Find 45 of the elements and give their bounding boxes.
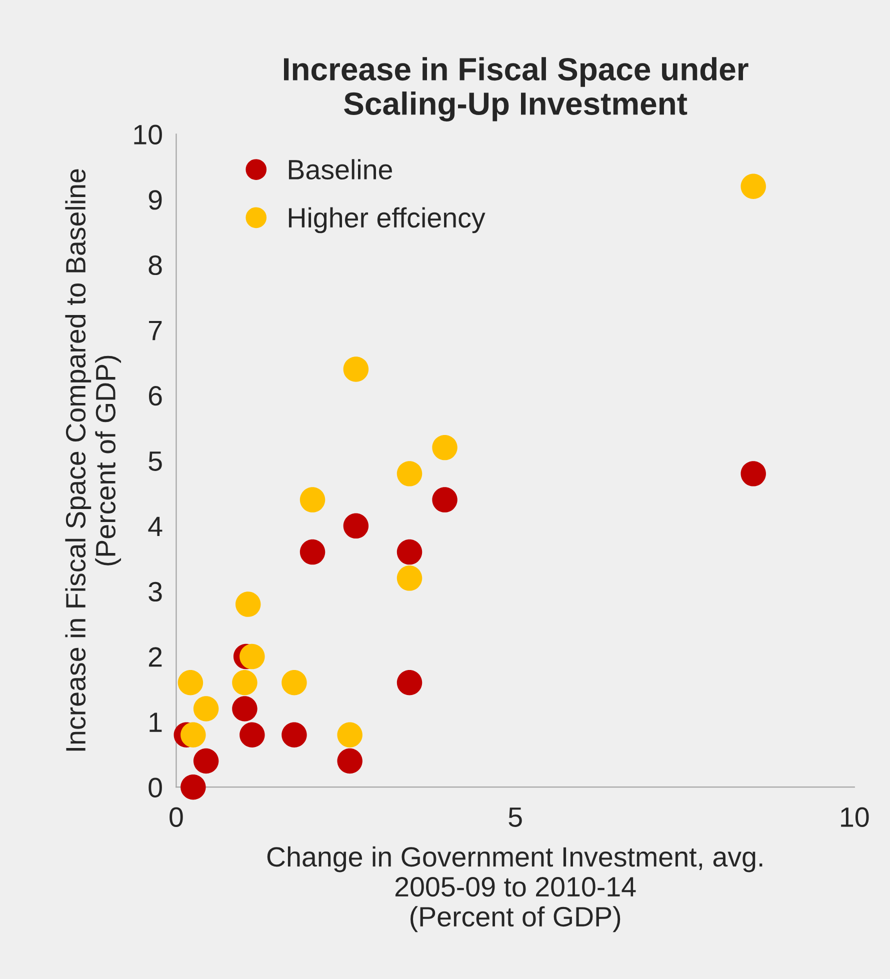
point <box>343 356 369 382</box>
y-axis-title: Increase in Fiscal Space Compared to Baseline (Percent of GDP) <box>65 169 122 751</box>
point <box>178 670 204 696</box>
point <box>240 722 265 748</box>
y-tick-label: 9 <box>148 190 162 210</box>
point <box>396 670 422 696</box>
x-axis-title: Change in Government Investment, avg. 2005-09 to 2010-14 (Percent of GDP) <box>267 846 762 932</box>
x-tick-label: 0 <box>170 807 183 827</box>
y-tick-label: 10 <box>134 124 162 144</box>
point <box>740 174 766 199</box>
point <box>396 539 422 565</box>
point <box>300 487 326 512</box>
y-tick-label: 0 <box>148 778 162 798</box>
legend-label: Baseline <box>288 159 392 180</box>
point <box>180 722 206 748</box>
x-tick-label: 10 <box>841 807 869 827</box>
point <box>396 461 422 486</box>
y-tick-label: 4 <box>148 516 162 536</box>
point <box>240 644 265 670</box>
y-tick-label: 8 <box>148 255 162 276</box>
point <box>740 461 766 486</box>
y-tick-label: 1 <box>150 712 162 732</box>
point <box>193 696 219 722</box>
point <box>432 487 458 512</box>
point <box>282 722 307 748</box>
point <box>337 748 362 774</box>
legend-label: Higher effciency <box>288 207 486 234</box>
point <box>235 592 261 617</box>
point <box>343 513 369 539</box>
point <box>432 434 458 460</box>
point <box>337 722 362 748</box>
point <box>232 670 258 696</box>
y-tick-label: 3 <box>148 582 162 602</box>
y-tick-label: 6 <box>148 386 162 406</box>
point <box>396 566 422 591</box>
point <box>300 539 326 565</box>
point <box>180 774 206 800</box>
y-tick-label: 7 <box>149 320 162 340</box>
point <box>282 670 307 696</box>
point <box>193 748 219 774</box>
chart-title: Increase in Fiscal Space under Scaling-Up Investment <box>284 57 748 122</box>
x-tick-label: 5 <box>508 808 522 827</box>
point <box>232 696 258 722</box>
y-tick-label: 5 <box>148 452 162 471</box>
y-tick-label: 2 <box>148 647 162 667</box>
